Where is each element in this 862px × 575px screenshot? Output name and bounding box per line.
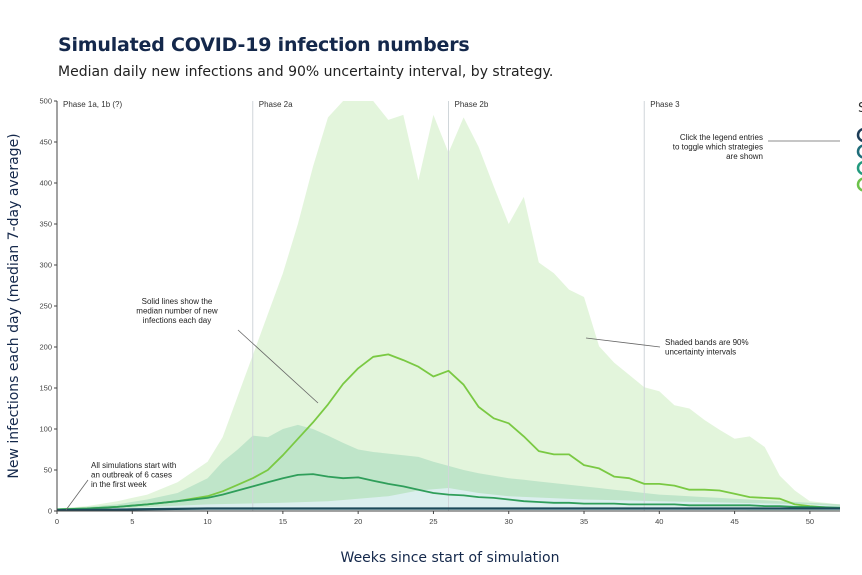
y-tick-label: 100 bbox=[39, 425, 52, 434]
median-lines bbox=[56, 353, 841, 512]
annotation-1-line: an outbreak of 6 cases bbox=[91, 471, 172, 480]
annotation-1-line: All simulations start with bbox=[91, 461, 176, 470]
x-tick-label: 20 bbox=[354, 517, 362, 526]
x-tick-label: 30 bbox=[505, 517, 513, 526]
y-tick-label: 250 bbox=[39, 302, 52, 311]
x-tick-label: 40 bbox=[655, 517, 663, 526]
legend-swatch-4[interactable] bbox=[856, 177, 862, 192]
y-axis-title: New infections each day (median 7-day av… bbox=[6, 133, 22, 478]
annotation-4-line: are shown bbox=[726, 152, 763, 161]
x-tick-label: 25 bbox=[429, 517, 437, 526]
phase-lines: Phase 1a, 1b (?) Phase 2a Phase 2b Phase 3 bbox=[63, 100, 680, 511]
x-tick-label: 50 bbox=[806, 517, 814, 526]
annotation-2-line: median number of new bbox=[136, 307, 218, 316]
legend-swatch-2[interactable] bbox=[856, 144, 862, 159]
annotation-2-line: infections each day bbox=[143, 316, 212, 325]
legend-title: S bbox=[858, 101, 862, 116]
annotation-2-line: Solid lines show the bbox=[142, 297, 213, 306]
x-tick-label: 15 bbox=[279, 517, 287, 526]
phase-label-4: Phase 3 bbox=[650, 100, 680, 109]
y-tick-label: 400 bbox=[39, 179, 52, 188]
y-tick-label: 350 bbox=[39, 220, 52, 229]
y-tick-label: 450 bbox=[39, 138, 52, 147]
annotation-3-line: Shaded bands are 90% bbox=[665, 338, 749, 347]
median-line-3 bbox=[56, 507, 840, 512]
x-tick-label: 5 bbox=[130, 517, 134, 526]
phase-label-3: Phase 2b bbox=[455, 100, 489, 109]
x-tick-label: 0 bbox=[55, 517, 59, 526]
legend-swatch-1[interactable] bbox=[856, 128, 862, 142]
phase-label-2: Phase 2a bbox=[259, 100, 293, 109]
y-tick-label: 50 bbox=[44, 466, 52, 475]
chart-subtitle: Median daily new infections and 90% unce… bbox=[58, 64, 554, 80]
annotation-leader-1 bbox=[65, 479, 89, 511]
annotation-3-line: uncertainty intervals bbox=[665, 348, 736, 357]
annotation-4-line: to toggle which strategies bbox=[673, 143, 763, 152]
x-tick-label: 35 bbox=[580, 517, 588, 526]
annotation-1-line: in the first week bbox=[91, 480, 148, 489]
x-axis-title: Weeks since start of simulation bbox=[341, 550, 560, 566]
annotation-leader-3 bbox=[585, 337, 661, 348]
y-tick-label: 500 bbox=[39, 97, 52, 106]
y-tick-label: 0 bbox=[48, 507, 52, 516]
y-tick-label: 150 bbox=[39, 384, 52, 393]
median-line-2 bbox=[56, 473, 841, 511]
x-tick-label: 10 bbox=[203, 517, 211, 526]
legend[interactable]: S bbox=[856, 101, 862, 192]
phase-label-1: Phase 1a, 1b (?) bbox=[63, 100, 122, 109]
axes: 0 50 100 150 200 250 300 350 400 450 500 0 5 10 15 20 25… bbox=[39, 97, 840, 526]
x-tick-label: 45 bbox=[730, 517, 738, 526]
y-tick-label: 300 bbox=[39, 261, 52, 270]
legend-swatch-3[interactable] bbox=[856, 161, 862, 175]
chart-title: Simulated COVID-19 infection numbers bbox=[58, 34, 470, 56]
annotation-4-line: Click the legend entries bbox=[680, 133, 763, 142]
annotation-leader-2 bbox=[237, 329, 319, 404]
median-line-1 bbox=[56, 353, 841, 511]
y-tick-label: 200 bbox=[39, 343, 52, 352]
